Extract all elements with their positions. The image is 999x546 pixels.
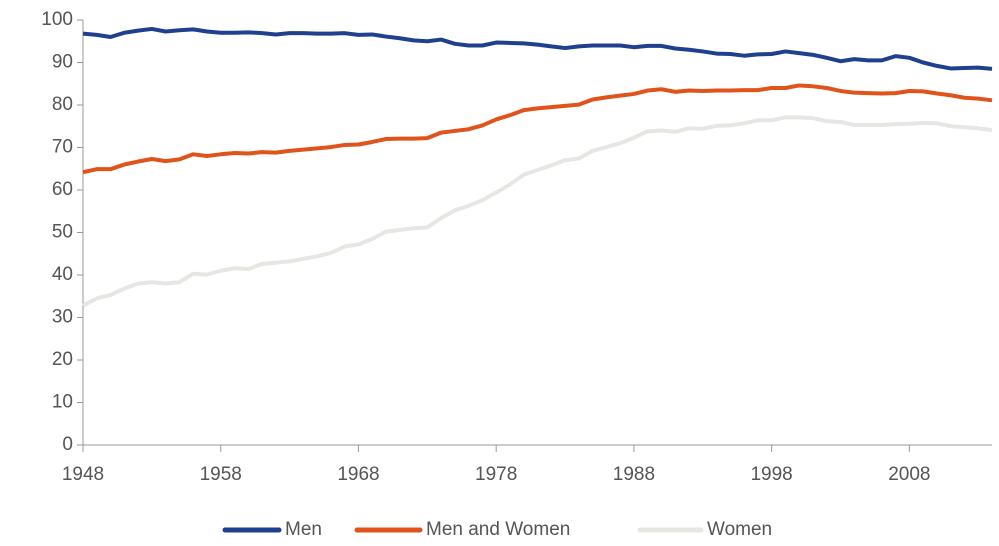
legend-label: Men (285, 519, 322, 540)
y-tick-label: 100 (41, 9, 73, 30)
x-tick-label: 1968 (337, 464, 379, 485)
y-tick-label: 0 (62, 434, 73, 455)
y-tick-label: 80 (52, 94, 73, 115)
x-tick-label: 1998 (750, 464, 792, 485)
x-tick-label: 1958 (200, 464, 242, 485)
x-tick-label: 1948 (62, 464, 104, 485)
y-tick-label: 50 (52, 222, 73, 243)
legend-label: Men and Women (426, 519, 570, 540)
y-tick-label: 40 (52, 264, 73, 285)
legend-label: Women (707, 519, 772, 540)
series-line (82, 83, 993, 175)
y-tick-label: 90 (52, 52, 73, 73)
x-tick-label: 2008 (888, 464, 930, 485)
y-tick-label: 60 (52, 179, 73, 200)
x-tick-label: 1978 (475, 464, 517, 485)
y-tick-label: 10 (52, 392, 73, 413)
y-tick-label: 30 (52, 307, 73, 328)
series-line (82, 115, 993, 308)
series-line (82, 26, 993, 71)
y-tick-label: 20 (52, 349, 73, 370)
y-tick-label: 70 (52, 137, 73, 158)
x-tick-label: 1988 (613, 464, 655, 485)
